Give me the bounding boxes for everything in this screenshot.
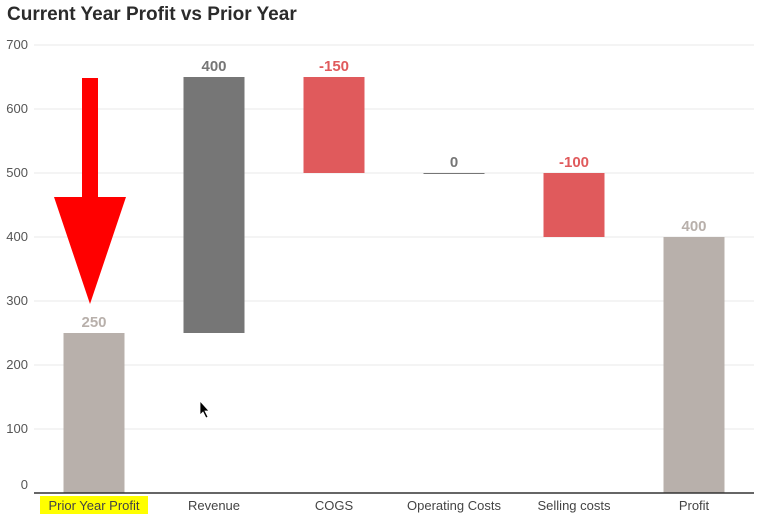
bar-prior-year-profit [63,333,125,493]
data-label: -100 [559,154,589,171]
category-highlight [40,496,148,514]
bar-profit [663,237,725,493]
y-tick-label: 100 [6,421,28,436]
x-tick-label: Selling costs [538,498,611,513]
x-tick-label: COGS [315,498,354,513]
x-tick-label: Prior Year Profit [48,498,139,513]
x-axis-categories: Prior Year Profit Revenue COGS Operating Co… [40,496,710,514]
bar-selling-costs [543,173,605,237]
chart-title: Current Year Profit vs Prior Year [7,4,297,25]
x-tick-label: Revenue [188,498,240,513]
data-label: 400 [681,218,706,235]
bar-operating-costs [423,173,485,174]
mouse-cursor-icon [199,399,210,419]
data-labels: 250 400 -150 0 -100 400 [81,58,706,331]
data-label: 400 [201,58,226,75]
data-label: 0 [450,154,458,171]
down-arrow-annotation [54,78,126,304]
y-tick-label: 300 [6,293,28,308]
bar-revenue [183,77,245,333]
annotations [54,78,210,419]
x-tick-label: Profit [679,498,710,513]
y-tick-label: 600 [6,101,28,116]
y-axis-ticks: 0 100 200 300 400 500 600 700 [6,37,28,492]
y-tick-label: 500 [6,165,28,180]
gridlines [34,44,754,430]
y-tick-label: 400 [6,229,28,244]
y-tick-label: 0 [21,477,28,492]
y-tick-label: 700 [6,37,28,52]
y-tick-label: 200 [6,357,28,372]
x-tick-label: Operating Costs [407,498,501,513]
data-label: -150 [319,58,349,75]
bars [63,77,725,493]
data-label: 250 [81,314,106,331]
bar-cogs [303,77,365,173]
